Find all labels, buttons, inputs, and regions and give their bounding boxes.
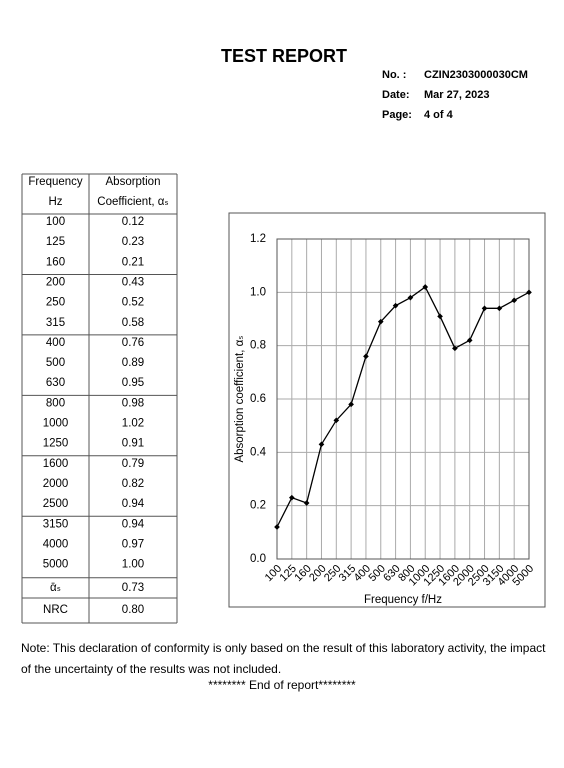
- table-cell: 0.91: [122, 438, 144, 450]
- data-point: [392, 302, 399, 309]
- table-cell: 630: [46, 377, 65, 389]
- data-point: [303, 500, 310, 506]
- data-point: [422, 284, 429, 290]
- table-cell: 0.94: [122, 498, 145, 510]
- table-cell: 200: [46, 276, 65, 288]
- data-point: [407, 294, 414, 301]
- field-value: CZIN2303000030CM: [424, 69, 528, 81]
- table-header: Frequency: [28, 176, 83, 188]
- table-cell: 1250: [43, 438, 69, 450]
- field-label: No. :: [382, 69, 406, 81]
- y-tick-label: 0.2: [250, 500, 266, 512]
- table-cell: 0.82: [122, 478, 144, 490]
- table-header: Hz: [48, 196, 62, 208]
- table-cell: 315: [46, 317, 65, 329]
- y-tick-label: 0.0: [250, 553, 266, 565]
- table-cell: 4000: [43, 538, 69, 550]
- data-point: [318, 441, 325, 448]
- table-header: Coefficient, αₛ: [97, 196, 168, 208]
- plot-frame: [276, 238, 530, 560]
- table-cell: 500: [46, 357, 65, 369]
- table-cell: 0.76: [122, 337, 144, 349]
- data-point: [274, 524, 280, 530]
- field-value: Mar 27, 2023: [424, 89, 489, 101]
- y-tick-label: 1.2: [250, 233, 266, 245]
- table-cell: 0.94: [122, 518, 145, 530]
- x-axis-label: Frequency f/Hz: [364, 594, 442, 606]
- y-tick-label: 0.6: [250, 393, 266, 405]
- table-cell: 1000: [43, 418, 69, 430]
- table-header: Absorption: [106, 176, 161, 188]
- table-cell: 0.58: [122, 317, 144, 329]
- table-cell: ᾱₛ: [50, 582, 61, 594]
- field-value: 4 of 4: [424, 109, 454, 121]
- table-cell: 1.00: [122, 559, 144, 571]
- table-cell: 100: [46, 216, 65, 228]
- table-cell: 0.43: [122, 276, 144, 288]
- data-point: [348, 401, 354, 408]
- table-cell: NRC: [43, 604, 68, 616]
- data-point: [466, 337, 473, 344]
- table-cell: 0.73: [122, 582, 144, 594]
- chart-frame: [228, 212, 546, 608]
- data-line: [276, 286, 530, 528]
- table-cell: 1.02: [122, 418, 144, 430]
- y-axis-label: Absorption coefficient, αₛ: [234, 335, 246, 462]
- table-cell: 0.98: [122, 397, 144, 409]
- data-point: [288, 494, 295, 501]
- title: TEST REPORT: [221, 46, 347, 66]
- data-point: [333, 417, 340, 424]
- table-cell: 2500: [43, 498, 69, 510]
- table-cell: 5000: [43, 559, 69, 571]
- y-tick-label: 0.4: [250, 446, 267, 458]
- end-of-report: ******** End of report********: [208, 678, 356, 692]
- table-cell: 0.23: [122, 236, 144, 248]
- y-tick-label: 1.0: [250, 286, 266, 298]
- data-point: [526, 289, 532, 296]
- table-cell: 0.52: [122, 297, 144, 309]
- table-cell: 0.95: [122, 377, 144, 389]
- table-cell: 0.80: [122, 604, 144, 616]
- table-cell: 1600: [43, 458, 69, 470]
- table-cell: 800: [46, 397, 65, 409]
- note: Note: This declaration of conformity is …: [21, 641, 546, 676]
- data-point: [452, 345, 458, 352]
- table-cell: 160: [46, 256, 65, 268]
- table-cell: 250: [46, 297, 65, 309]
- table-cell: 0.12: [122, 216, 144, 228]
- field-label: Page:: [382, 109, 412, 121]
- table-cell: 0.97: [122, 538, 144, 550]
- table-cell: 0.89: [122, 357, 144, 369]
- data-point: [511, 297, 518, 304]
- table-cell: 3150: [43, 518, 69, 530]
- table-cell: 0.21: [122, 256, 144, 268]
- table-cell: 0.79: [122, 458, 144, 470]
- data-point: [377, 318, 384, 325]
- table-cell: 125: [46, 236, 65, 248]
- data-point: [437, 313, 443, 320]
- field-label: Date:: [382, 89, 410, 101]
- data-point: [496, 305, 503, 312]
- table-cell: 400: [46, 337, 65, 349]
- data-point: [363, 353, 369, 360]
- table-cell: 2000: [43, 478, 69, 490]
- y-tick-label: 0.8: [250, 340, 266, 352]
- data-point: [481, 305, 488, 312]
